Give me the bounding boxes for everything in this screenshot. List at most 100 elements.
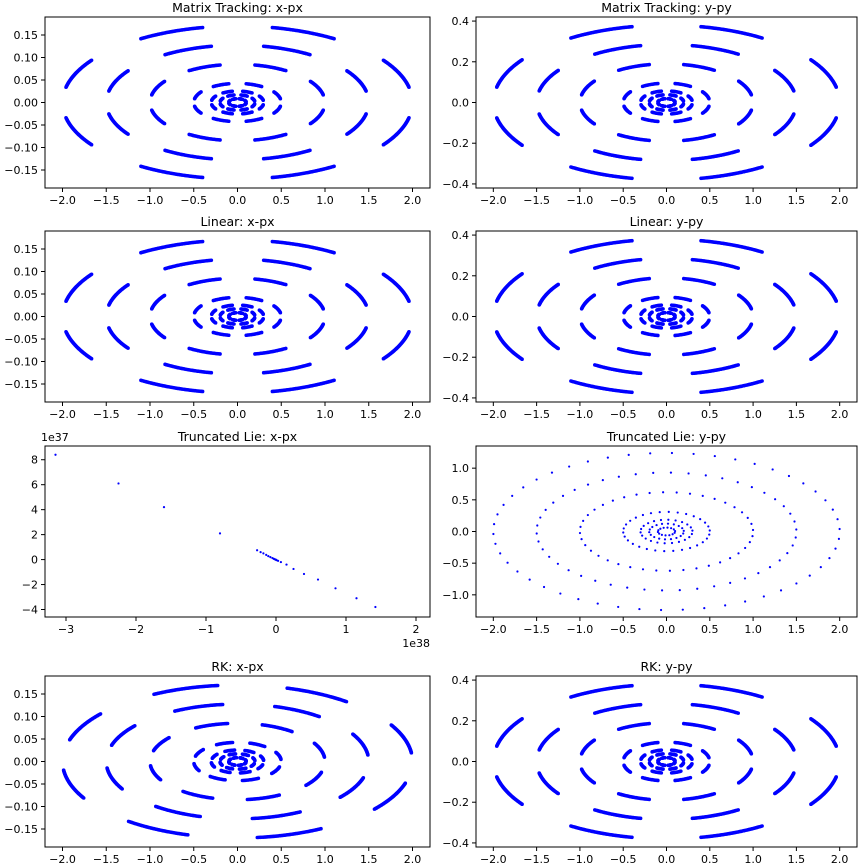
data-point — [819, 566, 822, 569]
x-tick-label: −1.5 — [93, 408, 120, 421]
x-tick-label: 1.5 — [788, 623, 806, 636]
data-point — [629, 566, 632, 569]
data-point — [256, 549, 259, 552]
x-tick-label: −2.0 — [49, 194, 76, 207]
data-point — [492, 523, 496, 526]
data-point — [593, 363, 597, 367]
data-point — [582, 519, 585, 522]
data-point — [645, 547, 648, 551]
data-point — [668, 569, 672, 572]
x-tick-label: 0.0 — [658, 623, 676, 636]
data-point — [239, 322, 243, 326]
y-tick-label: 0.15 — [14, 29, 39, 42]
data-point — [707, 525, 710, 528]
data-point — [630, 238, 634, 243]
data-point — [622, 531, 625, 534]
data-point — [162, 79, 167, 84]
data-point — [522, 486, 525, 489]
x-tick-label: −1.0 — [137, 408, 164, 421]
data-point — [308, 121, 313, 126]
data-point — [700, 111, 705, 115]
data-point — [601, 503, 605, 506]
y-tick-label: 0.15 — [14, 243, 39, 256]
data-point — [221, 324, 225, 328]
data-point — [580, 538, 583, 541]
data-point — [778, 559, 781, 562]
data-point — [187, 132, 192, 137]
data-point — [647, 316, 652, 320]
data-point — [834, 85, 839, 89]
data-point — [520, 58, 524, 62]
data-point — [648, 528, 651, 531]
data-point — [773, 132, 777, 137]
data-point — [321, 307, 326, 311]
data-point — [230, 303, 235, 308]
data-point — [649, 452, 652, 455]
x-tick-label: −2.0 — [480, 623, 507, 636]
data-point — [502, 503, 505, 506]
data-point — [257, 321, 262, 325]
data-point — [536, 524, 539, 527]
data-point — [736, 266, 740, 270]
data-point — [828, 557, 831, 560]
data-point — [779, 589, 783, 592]
data-point — [673, 99, 677, 104]
data-point — [690, 371, 695, 376]
data-point — [622, 318, 626, 323]
data-point — [658, 511, 661, 514]
data-point — [654, 549, 657, 552]
data-point — [650, 310, 654, 315]
data-point — [537, 326, 542, 330]
data-point — [659, 527, 662, 530]
data-point — [221, 96, 225, 101]
y-tick-label: −4 — [22, 604, 38, 617]
y-tick-label: −0.4 — [442, 392, 469, 405]
data-point — [308, 266, 312, 271]
data-point — [561, 494, 565, 498]
y-tick-label: 0 — [31, 554, 38, 567]
data-point — [676, 511, 679, 514]
subplot-5: Truncated Lie: x-px−3 −2 −1 0 1 2−4−2024681e3… — [22, 429, 431, 650]
data-point — [209, 44, 214, 49]
data-point — [655, 107, 659, 111]
data-point — [149, 108, 154, 112]
data-point — [690, 312, 694, 316]
y-tick-label: 0.00 — [14, 97, 39, 110]
data-point — [660, 589, 664, 592]
data-point — [690, 532, 693, 536]
data-point — [407, 85, 411, 90]
data-point — [656, 541, 659, 544]
data-point — [277, 559, 280, 562]
data-point — [667, 518, 670, 521]
data-point — [793, 520, 796, 523]
data-point — [768, 565, 772, 569]
y-tick-label: −0.15 — [4, 378, 38, 391]
data-point — [272, 111, 276, 115]
data-point — [285, 563, 288, 566]
data-point — [740, 511, 744, 514]
data-point — [666, 318, 671, 323]
x-tick-label: 0 — [273, 623, 280, 636]
data-point — [670, 451, 674, 455]
data-point — [163, 148, 167, 153]
data-point — [703, 521, 707, 524]
data-point — [270, 389, 275, 394]
data-point — [535, 478, 538, 481]
data-point — [232, 307, 236, 311]
data-point — [687, 472, 690, 475]
y-tick-label: 8 — [31, 454, 38, 467]
data-point — [550, 471, 554, 474]
data-point — [728, 557, 732, 560]
data-point — [279, 560, 282, 564]
data-point — [655, 321, 659, 325]
data-point — [663, 538, 667, 541]
data-point — [681, 99, 686, 103]
data-point — [640, 330, 645, 335]
data-point — [681, 313, 686, 317]
data-point — [650, 110, 654, 114]
data-point — [606, 456, 609, 459]
data-point — [556, 282, 560, 287]
data-point — [638, 607, 641, 611]
x-tick-label: 1.5 — [788, 194, 806, 207]
data-point — [236, 763, 241, 768]
